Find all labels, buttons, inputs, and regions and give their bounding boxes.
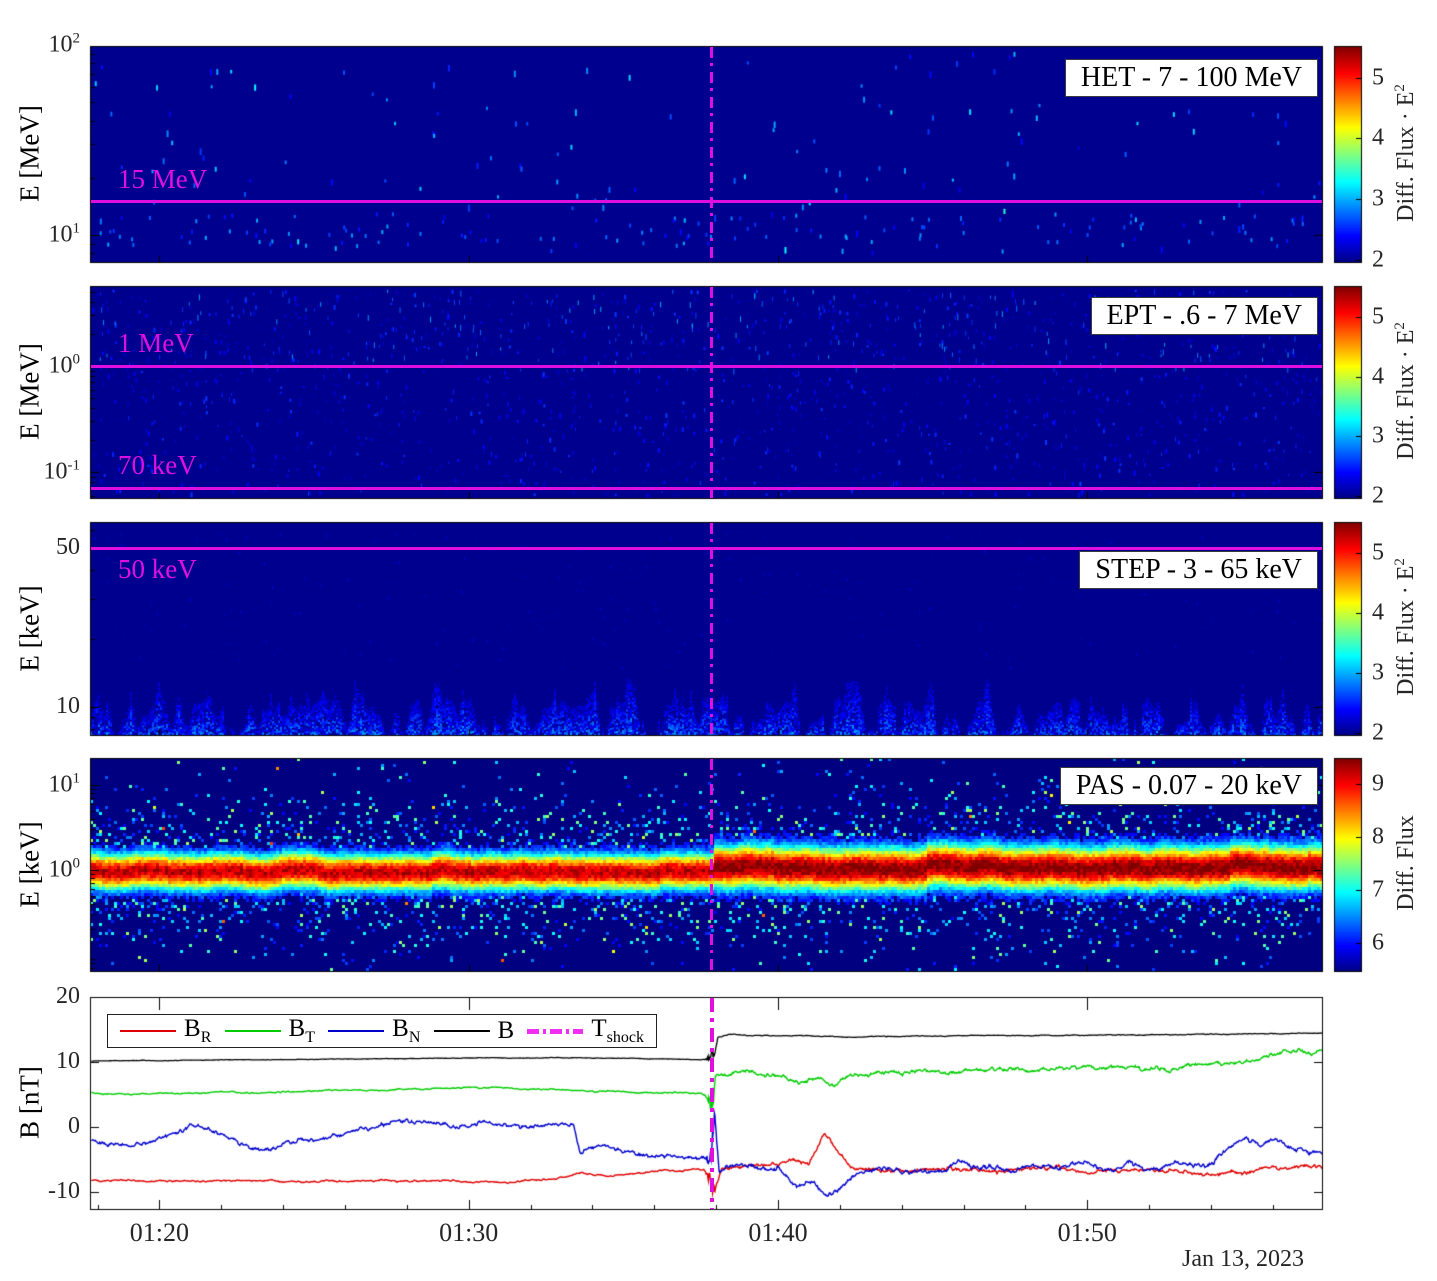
- legend-shock-line-sample: [527, 1028, 584, 1034]
- x-tick-label: 01:30: [439, 1218, 499, 1247]
- shock-line: [710, 287, 713, 498]
- energy-marker-line: [91, 200, 1322, 204]
- legend-item-bt: BT: [224, 1015, 315, 1047]
- y-tick-label: -10: [48, 1177, 80, 1204]
- legend-line-sample: [433, 1030, 490, 1032]
- energy-marker-label: 70 keV: [118, 450, 197, 481]
- y-tick-label: 102: [48, 30, 81, 58]
- colorbar-tick-label: 3: [1372, 185, 1384, 212]
- y-axis-label-step: E [keV]: [14, 585, 45, 672]
- energy-marker-line: [91, 364, 1322, 368]
- legend-item-b: B: [433, 1017, 515, 1045]
- y-tick-label: 50: [56, 534, 80, 561]
- energy-marker-label: 1 MeV: [118, 328, 194, 358]
- panel-title-het: HET - 7 - 100 MeV: [1064, 59, 1318, 97]
- legend-label: BN: [392, 1015, 421, 1046]
- panel-title-ept: EPT - .6 - 7 MeV: [1090, 297, 1318, 335]
- y-axis-label-het: E [MeV]: [14, 105, 45, 202]
- y-tick-label: 20: [56, 982, 80, 1009]
- colorbar-tick-label: 8: [1372, 823, 1384, 850]
- colorbar-tick-label: 5: [1372, 303, 1384, 330]
- energy-marker-label: 50 keV: [118, 554, 197, 585]
- legend-label: Tshock: [591, 1015, 644, 1046]
- energy-marker-label: 15 MeV: [118, 163, 208, 194]
- x-tick-label: 01:40: [748, 1218, 808, 1247]
- shock-line: [709, 998, 714, 1209]
- colorbar-tick-label: 4: [1372, 124, 1384, 151]
- legend-line-sample: [328, 1030, 385, 1032]
- energy-marker-line: [91, 486, 1322, 490]
- colorbar-tick-label: 5: [1372, 539, 1384, 566]
- colorbar-tick-label: 3: [1372, 659, 1384, 686]
- y-tick-label: 100: [48, 855, 81, 883]
- colorbar-tick-label: 2: [1372, 246, 1384, 273]
- colorbar-tick-label: 4: [1372, 599, 1384, 626]
- x-tick-label: 01:20: [129, 1218, 190, 1247]
- legend-label: BR: [184, 1015, 212, 1046]
- colorbar-tick-label: 9: [1372, 770, 1384, 797]
- y-axis-label-b: B [nT]: [14, 1066, 45, 1139]
- colorbar-label-pas: Diff. Flux: [1393, 815, 1419, 911]
- shock-line: [710, 523, 713, 735]
- legend-label: B: [497, 1017, 515, 1044]
- legend-item-bn: BN: [328, 1015, 420, 1047]
- legend-item-br: BR: [120, 1015, 211, 1047]
- y-axis-label-ept: E [MeV]: [14, 343, 45, 440]
- colorbar-tick-label: 2: [1372, 482, 1384, 509]
- y-tick-label: 10: [56, 692, 80, 719]
- legend: BR BT BN B Tshock: [107, 1014, 657, 1048]
- colorbar-tick-label: 3: [1372, 422, 1384, 449]
- legend-label: BT: [288, 1015, 315, 1046]
- panel-title-step: STEP - 3 - 65 keV: [1079, 551, 1318, 589]
- y-tick-label: 10: [56, 1047, 80, 1074]
- y-tick-label: 101: [48, 220, 81, 248]
- y-tick-label: 0: [68, 1112, 80, 1139]
- y-tick-label: 100: [48, 351, 81, 379]
- y-axis-label-pas: E [keV]: [14, 821, 45, 908]
- y-tick-label: 101: [48, 770, 81, 798]
- colorbar-tick-label: 7: [1372, 876, 1384, 903]
- panel-title-pas: PAS - 0.07 - 20 keV: [1059, 767, 1318, 805]
- colorbar-tick-label: 5: [1372, 64, 1384, 91]
- colorbar-tick-label: 4: [1372, 363, 1384, 390]
- legend-line-sample: [224, 1030, 281, 1032]
- legend-item-tshock: Tshock: [527, 1015, 644, 1047]
- y-tick-label: 10-1: [43, 457, 81, 485]
- x-tick-label: 01:50: [1057, 1218, 1117, 1247]
- colorbar-tick-label: 2: [1372, 719, 1384, 746]
- date-label: Jan 13, 2023: [1182, 1246, 1304, 1272]
- shock-line: [710, 47, 713, 262]
- shock-line: [710, 759, 713, 971]
- energy-marker-line: [91, 546, 1322, 550]
- colorbar-tick-label: 6: [1372, 929, 1384, 956]
- legend-line-sample: [120, 1030, 176, 1032]
